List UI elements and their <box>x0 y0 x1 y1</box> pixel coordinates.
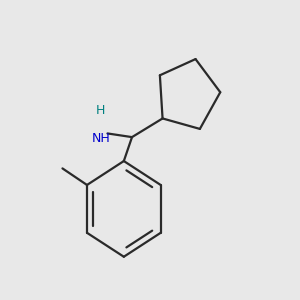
Text: H: H <box>96 104 106 117</box>
Text: NH: NH <box>92 132 110 145</box>
